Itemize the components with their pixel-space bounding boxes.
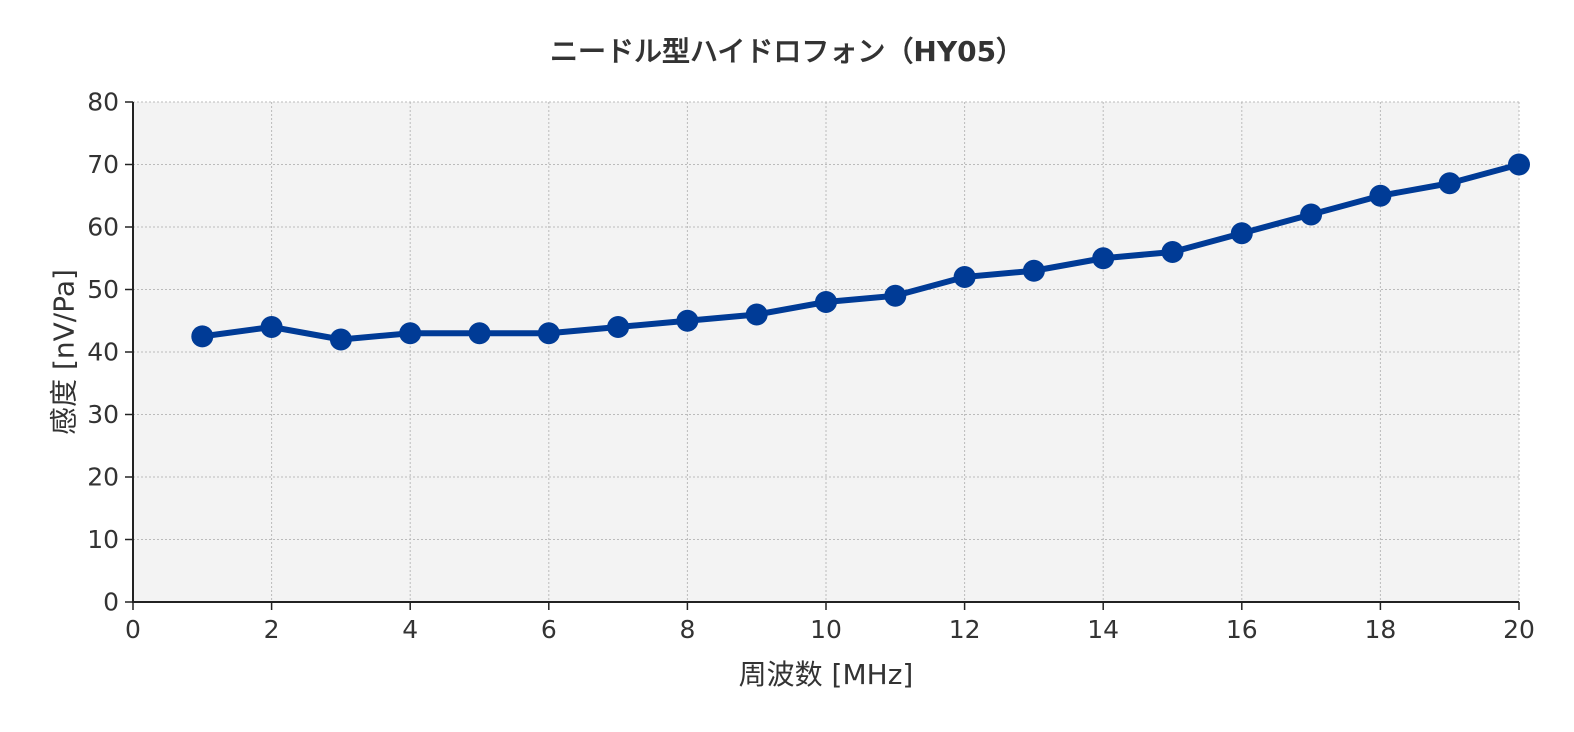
- x-tick-label: 2: [264, 615, 280, 644]
- data-point: [1369, 184, 1392, 207]
- data-point: [468, 322, 491, 345]
- data-point: [676, 309, 699, 332]
- x-tick-label: 6: [541, 615, 557, 644]
- x-tick-label: 0: [125, 615, 141, 644]
- y-tick-label: 10: [87, 525, 119, 554]
- axes: [125, 101, 1520, 610]
- data-point: [745, 303, 768, 326]
- data-point: [1438, 172, 1461, 195]
- x-axis-title: 周波数 [MHz]: [739, 658, 914, 691]
- y-axis-title: 感度 [nV/Pa]: [48, 269, 81, 435]
- y-tick-label: 0: [103, 588, 119, 617]
- data-point: [329, 328, 352, 351]
- data-point: [1230, 222, 1253, 245]
- data-point: [1508, 153, 1530, 176]
- data-point: [1022, 259, 1045, 282]
- y-tick-label: 80: [87, 88, 119, 117]
- chart-title: ニードル型ハイドロフォン（HY05）: [549, 35, 1025, 68]
- x-tick-label: 12: [949, 615, 981, 644]
- grid-lines: [133, 101, 1520, 602]
- y-tick-label: 40: [87, 338, 119, 367]
- data-point: [1300, 203, 1323, 226]
- x-tick-label: 20: [1503, 615, 1535, 644]
- y-tick-label: 20: [87, 463, 119, 492]
- x-tick-label: 10: [810, 615, 842, 644]
- data-point: [1161, 241, 1184, 263]
- data-point: [953, 266, 976, 288]
- x-tick-label: 16: [1226, 615, 1258, 644]
- data-point: [1092, 247, 1115, 270]
- y-tick-label: 60: [87, 213, 119, 242]
- x-tick-label: 18: [1364, 615, 1396, 644]
- data-point: [191, 325, 214, 348]
- data-point: [537, 322, 560, 345]
- y-tick-label: 70: [87, 150, 119, 179]
- data-point: [399, 322, 422, 345]
- x-tick-label: 8: [679, 615, 695, 644]
- series-line: [199, 161, 1522, 343]
- data-point: [607, 316, 630, 338]
- x-tick-label: 14: [1087, 615, 1119, 644]
- data-point: [815, 291, 837, 313]
- data-point: [260, 316, 283, 338]
- data-point: [884, 284, 907, 307]
- y-tick-label: 30: [87, 400, 119, 429]
- y-tick-label: 50: [87, 275, 119, 304]
- data-series: [191, 153, 1530, 351]
- tick-labels: 0 10 20 30 40 50 60 70 80 0 2 4 6 8 10 12 14 16 18 20: [87, 88, 1535, 645]
- x-tick-label: 4: [402, 615, 418, 644]
